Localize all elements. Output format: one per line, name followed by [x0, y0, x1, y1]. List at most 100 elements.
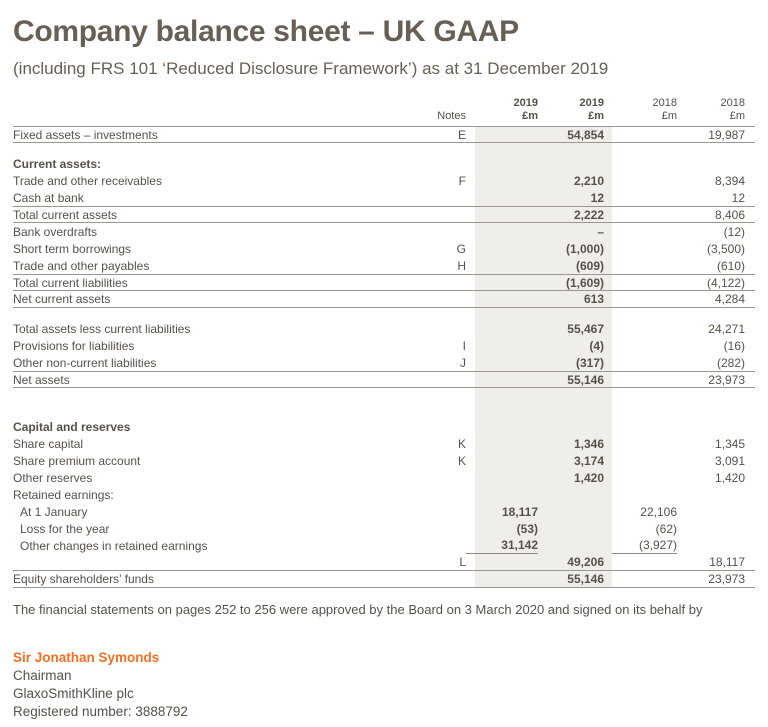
- row-2019-b: 49,206: [567, 555, 604, 569]
- row-2018-b: (282): [716, 355, 745, 370]
- table-row-at-1-january: At 1 January 18,117 22,106: [13, 503, 755, 520]
- row-2019-b: 1,420: [573, 470, 604, 485]
- row-2019-b: 613: [583, 292, 604, 306]
- row-label: Trade and other payables: [13, 258, 150, 273]
- signatory-role: Chairman: [13, 668, 72, 683]
- header-2019-b-year: 2019: [579, 97, 604, 109]
- row-2019-b: 55,146: [567, 572, 604, 586]
- row-label: Total current liabilities: [13, 275, 128, 290]
- row-2019-b: 55,467: [567, 321, 604, 336]
- row-2018-b: 8,406: [714, 207, 745, 222]
- row-2019-b: (609): [575, 258, 604, 273]
- table-row-trade-payables: Trade and other payables H (609) (610): [13, 257, 755, 274]
- row-label: Other reserves: [13, 470, 93, 485]
- signatory-name: Sir Jonathan Symonds: [13, 650, 160, 665]
- row-label: Fixed assets – investments: [13, 127, 158, 142]
- table-row-short-term-borrowings: Short term borrowings G (1,000) (3,500): [13, 240, 755, 257]
- row-2018-b: 19,987: [708, 127, 745, 142]
- table-row-loss-for-year: Loss for the year (53) (62): [13, 520, 755, 537]
- table-row-retained-earnings-heading: Retained earnings:: [13, 486, 755, 503]
- row-label: Share premium account: [13, 453, 141, 468]
- header-2018-a-unit: £m: [661, 110, 677, 122]
- table-row-other-non-current-liabilities: Other non-current liabilities J (317) (2…: [13, 354, 755, 371]
- row-2019-b: –: [597, 224, 604, 239]
- row-note: L: [459, 555, 466, 569]
- row-2019-b: (1,609): [565, 275, 604, 290]
- table-row-cash-at-bank: Cash at bank 12 12: [13, 189, 755, 206]
- row-2018-a: (3,927): [612, 537, 677, 554]
- table-spacer: [13, 308, 755, 320]
- row-label: Other changes in retained earnings: [20, 538, 208, 553]
- row-label: Share capital: [13, 436, 84, 451]
- approval-statement: The financial statements on pages 252 to…: [13, 602, 703, 617]
- table-row-net-current-assets: Net current assets 613 4,284: [13, 291, 755, 308]
- table-section-current-assets: Current assets:: [13, 155, 755, 172]
- section-heading: Capital and reserves: [13, 419, 131, 434]
- row-2019-a: (53): [516, 521, 538, 536]
- balance-sheet-table: Notes 2019 £m 2019 £m 2018 £m 2018 £m Fi…: [13, 95, 755, 588]
- table-section-capital-reserves: Capital and reserves: [13, 418, 755, 435]
- table-row-share-premium: Share premium account K 3,174 3,091: [13, 452, 755, 469]
- row-2018-b: 23,973: [708, 572, 745, 586]
- row-label: Cash at bank: [13, 190, 84, 205]
- row-2018-b: 18,117: [709, 555, 745, 569]
- table-row-retained-earnings-total: L 49,206 18,117: [13, 554, 755, 571]
- row-2018-b: (12): [723, 224, 745, 239]
- row-note: H: [457, 258, 466, 273]
- table-row-fixed-assets: Fixed assets – investments E 54,854 19,9…: [13, 126, 755, 143]
- header-2019-a: 2019 £m: [466, 97, 538, 123]
- page-title: Company balance sheet – UK GAAP: [13, 15, 519, 48]
- row-2018-b: (4,122): [706, 275, 745, 290]
- company-name: GlaxoSmithKline plc: [13, 686, 134, 701]
- table-row-provisions: Provisions for liabilities I (4) (16): [13, 337, 755, 354]
- row-2018-b: 3,091: [714, 453, 745, 468]
- row-2019-b: (1,000): [565, 241, 604, 256]
- table-row-other-changes-retained-earnings: Other changes in retained earnings 31,14…: [13, 537, 755, 554]
- row-note: I: [462, 338, 466, 353]
- row-label: Provisions for liabilities: [13, 338, 135, 353]
- row-label: Total current assets: [13, 207, 118, 222]
- registered-number: Registered number: 3888792: [13, 704, 188, 719]
- row-2019-b: (4): [589, 338, 604, 353]
- header-2018-b: 2018 £m: [677, 97, 755, 123]
- header-2019-a-year: 2019: [513, 97, 538, 109]
- row-note: F: [458, 173, 466, 188]
- row-label: Equity shareholders’ funds: [13, 572, 154, 586]
- header-2019-b-unit: £m: [588, 110, 604, 122]
- row-label: Loss for the year: [20, 521, 110, 536]
- page-subtitle: (including FRS 101 ‘Reduced Disclosure F…: [13, 59, 609, 78]
- row-label: Short term borrowings: [13, 241, 132, 256]
- row-2018-a: 22,106: [640, 504, 677, 519]
- row-2019-b: 2,222: [573, 207, 604, 222]
- row-2018-a: (62): [655, 521, 677, 536]
- row-2018-b: 8,394: [714, 173, 745, 188]
- row-2019-b: 2,210: [573, 173, 604, 188]
- header-2019-a-unit: £m: [522, 110, 538, 122]
- row-label: Retained earnings:: [13, 487, 114, 502]
- row-2019-b: 1,346: [573, 436, 604, 451]
- table-row-net-assets: Net assets 55,146 23,973: [13, 371, 755, 388]
- table-row-equity-shareholders-funds: Equity shareholders’ funds 55,146 23,973: [13, 571, 755, 588]
- current-year-shaded-band: [475, 126, 612, 588]
- row-2019-b: 54,854: [567, 127, 604, 142]
- table-spacer: [13, 388, 755, 418]
- row-2018-b: 4,284: [714, 292, 745, 306]
- table-spacer: [13, 143, 755, 155]
- row-2019-a: 31,142: [466, 537, 538, 554]
- row-2018-b: 1,420: [714, 470, 745, 485]
- row-2019-b: 55,146: [567, 372, 604, 387]
- row-2018-b: (3,500): [706, 241, 745, 256]
- row-note: K: [457, 453, 466, 468]
- row-label: Trade and other receivables: [13, 173, 162, 188]
- row-2018-b: 12: [731, 190, 745, 205]
- table-row-total-current-liabilities: Total current liabilities (1,609) (4,122…: [13, 274, 755, 291]
- table-row-share-capital: Share capital K 1,346 1,345: [13, 435, 755, 452]
- row-2018-b: (16): [723, 338, 745, 353]
- row-2018-b: 1,345: [714, 436, 745, 451]
- row-note: G: [456, 241, 466, 256]
- row-2019-b: 3,174: [573, 453, 604, 468]
- row-2018-b: 23,973: [708, 372, 745, 387]
- row-2019-b: (317): [575, 355, 604, 370]
- row-2018-b: (610): [716, 258, 745, 273]
- table-header-row: Notes 2019 £m 2019 £m 2018 £m 2018 £m: [13, 95, 755, 126]
